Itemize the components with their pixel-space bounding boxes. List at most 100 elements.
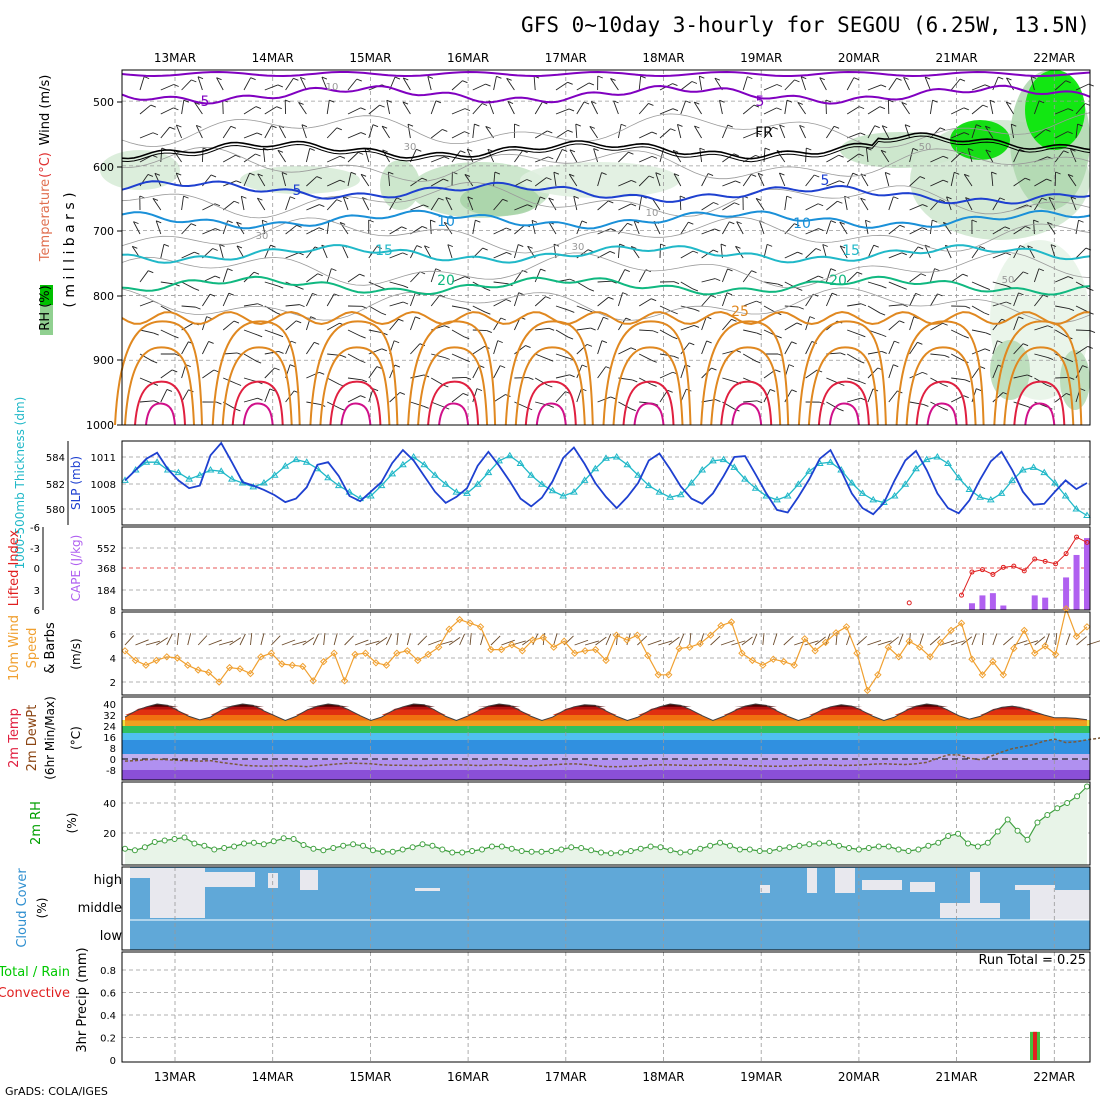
wind-barb: [950, 353, 964, 362]
thickness-marker: [805, 467, 813, 474]
wind-barb-flag: [901, 286, 907, 290]
wind-barb: [181, 251, 195, 259]
wind-speed-marker: [351, 650, 359, 659]
rh-marker: [875, 843, 882, 850]
wind-barb: [514, 150, 523, 163]
cloud-patch: [1015, 885, 1055, 890]
wind-barb: [514, 345, 526, 355]
wind-barb: [755, 198, 765, 211]
wind-barb: [326, 293, 335, 307]
wind-barb: [243, 132, 258, 139]
wind-speed-marker: [560, 637, 568, 645]
wind-barb: [825, 99, 827, 115]
lifted-index-marker: [1084, 539, 1090, 545]
wind-barb-flag: [653, 330, 659, 334]
wind-barb: [847, 303, 862, 307]
wind-barb-flag: [416, 245, 422, 248]
wind-tick-label: 4: [110, 654, 116, 665]
wind-barb-flag: [360, 395, 366, 399]
wind-barb: [904, 124, 911, 139]
wind-barb: [1075, 83, 1089, 91]
wind-speed-marker: [905, 637, 913, 645]
rh-marker: [657, 844, 664, 851]
wind-barb-flag: [494, 171, 501, 175]
wind-barb: [680, 281, 694, 290]
wind-barb-flag: [1018, 316, 1024, 320]
wind-barb: [613, 100, 619, 115]
wind-barb-flag: [430, 219, 436, 223]
wind-barb: [243, 397, 258, 403]
thickness-marker: [495, 456, 503, 464]
cloud-row-label: low: [100, 929, 123, 944]
wind-barb: [909, 273, 922, 283]
wind-barb-flag: [942, 407, 949, 411]
wind-barb-flag: [1068, 308, 1075, 312]
wind-barb: [281, 172, 287, 187]
wind-barb: [701, 202, 714, 211]
wind-barb-flag: [438, 197, 444, 201]
wind-barb: [534, 101, 543, 115]
wind-speed-marker: [591, 645, 600, 654]
contour-label: 50: [919, 142, 932, 153]
contour-label: 5: [821, 173, 830, 189]
wind-barb-flag: [660, 243, 666, 247]
wind-speed-marker: [853, 649, 861, 657]
wind-barb: [881, 125, 890, 139]
wind-barb: [514, 204, 528, 211]
wind-barb-flag: [507, 101, 514, 104]
wind-barb-flag: [880, 84, 887, 88]
wind-barb: [839, 221, 848, 235]
wind-barb: [451, 305, 466, 310]
wind-barb: [722, 221, 730, 235]
wind-barb-flag: [1038, 268, 1045, 272]
thickness-marker: [751, 484, 760, 491]
credit-label: GrADS: COLA/IGES: [5, 1085, 108, 1098]
wind-barb-flag: [236, 180, 242, 184]
rh-marker: [964, 840, 971, 847]
wind-barb-flag: [727, 268, 733, 272]
rh-marker: [786, 844, 793, 851]
wind-barb-flag: [329, 99, 335, 103]
wind-barb-flag: [278, 285, 284, 289]
wind-barb: [298, 102, 307, 115]
wind-barb-flag: [625, 317, 631, 321]
wind-barb: [799, 125, 807, 139]
rh-marker: [122, 845, 128, 852]
wind-barb: [742, 104, 755, 115]
wind-barb-flag: [946, 196, 952, 200]
wind-speed-marker: [832, 629, 840, 637]
rh-marker: [231, 843, 238, 850]
wind-barb: [301, 124, 307, 139]
temperature-fill: [125, 704, 1087, 707]
rh-shade-region: [990, 340, 1030, 400]
wind-barb: [361, 197, 370, 211]
wind-barb-flag: [939, 199, 945, 203]
wind-barb: [445, 197, 453, 211]
wind-speed-marker: [340, 677, 349, 685]
wind-barb: [950, 78, 961, 91]
wind-barb: [597, 340, 603, 355]
wind-barb: [701, 316, 707, 331]
wind-barb-flag: [403, 77, 409, 81]
wind-barb-flag: [401, 226, 407, 230]
wind-barb: [772, 633, 778, 646]
wind-barb: [306, 176, 318, 187]
wind-barb-flag: [339, 179, 346, 183]
cape-bar: [979, 595, 986, 610]
wind-speed-marker: [665, 671, 673, 679]
wind-barb: [229, 637, 242, 646]
wind-barb-flag: [873, 244, 879, 248]
wind-speed-marker: [319, 657, 328, 666]
wind-barb: [825, 292, 833, 307]
lifted-index-marker: [959, 592, 965, 598]
thickness-marker: [1029, 463, 1038, 470]
wind-barb: [701, 228, 715, 235]
wind-speed-marker: [1051, 650, 1060, 659]
wind-barb: [867, 640, 882, 646]
thickness-marker: [484, 468, 493, 476]
temperature-band: [122, 760, 1090, 770]
wind-barb: [219, 244, 224, 259]
thickness-marker: [858, 489, 867, 496]
axis-title: Temperature: [38, 179, 53, 262]
wind-barb: [784, 251, 798, 259]
